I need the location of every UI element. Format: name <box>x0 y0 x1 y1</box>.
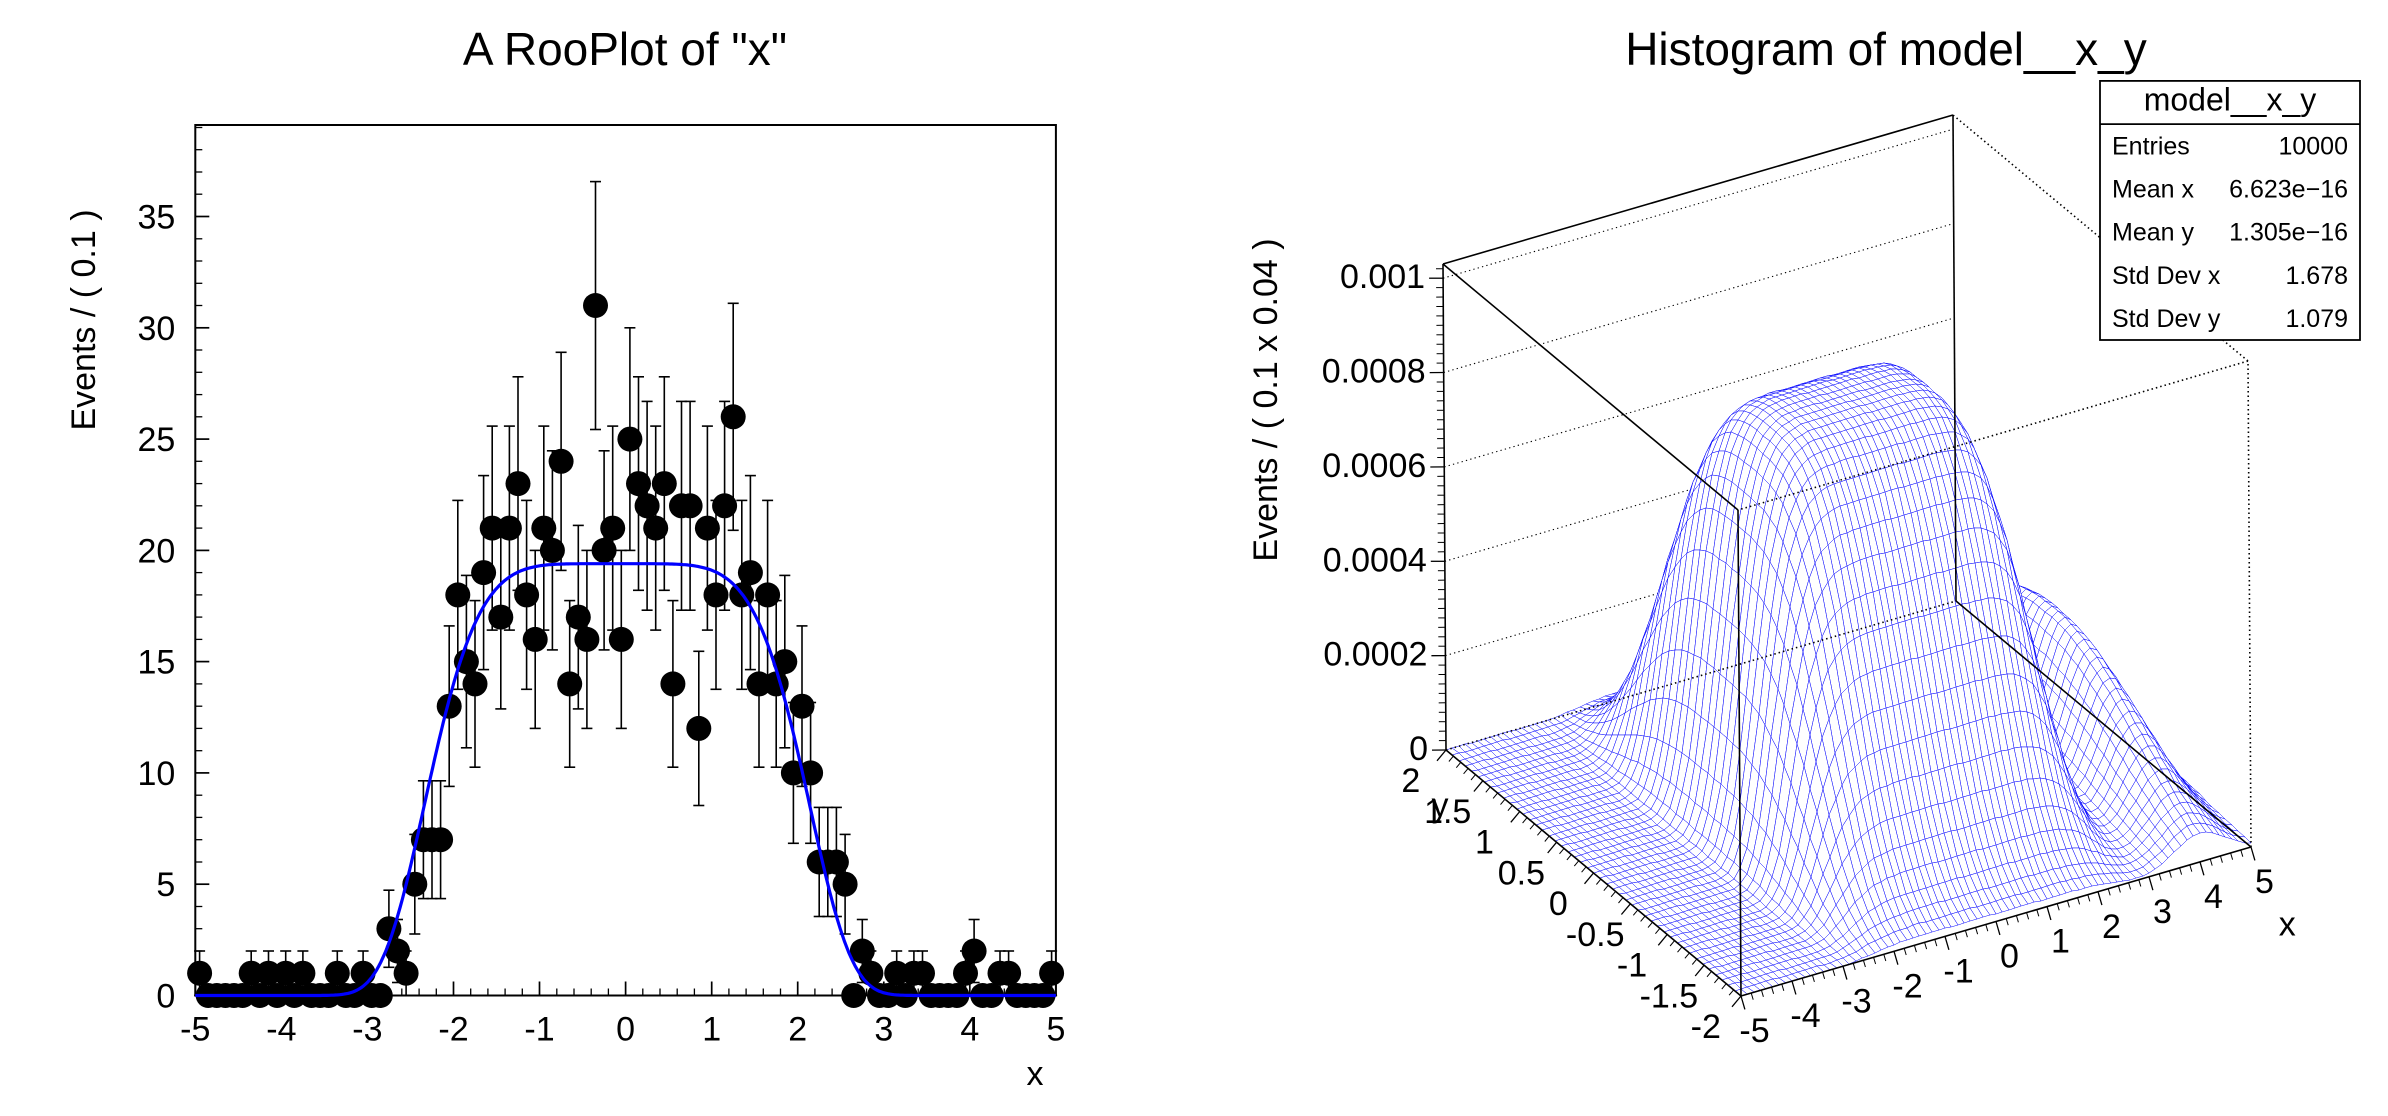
svg-text:6.623e−16: 6.623e−16 <box>2229 176 2348 204</box>
svg-text:35: 35 <box>137 199 175 237</box>
svg-text:-2: -2 <box>1691 1008 1721 1046</box>
svg-text:Events / ( 0.1 ): Events / ( 0.1 ) <box>65 209 103 430</box>
svg-text:-3: -3 <box>1841 982 1871 1020</box>
svg-text:0.0008: 0.0008 <box>1322 353 1426 391</box>
svg-text:0: 0 <box>1409 730 1428 768</box>
svg-text:-1: -1 <box>1943 953 1973 991</box>
svg-text:0: 0 <box>2000 938 2019 976</box>
svg-text:10: 10 <box>137 755 175 793</box>
svg-text:1.678: 1.678 <box>2285 262 2348 290</box>
svg-text:-5: -5 <box>180 1011 210 1049</box>
svg-text:5: 5 <box>1046 1011 1065 1049</box>
svg-text:Histogram of model__x_y: Histogram of model__x_y <box>1625 23 2147 75</box>
svg-text:x: x <box>2279 905 2296 943</box>
svg-text:0.0006: 0.0006 <box>1322 447 1426 485</box>
svg-text:0.0002: 0.0002 <box>1323 636 1427 674</box>
svg-text:-5: -5 <box>1739 1012 1769 1050</box>
svg-text:Std Dev x: Std Dev x <box>2112 262 2221 290</box>
svg-text:model__x_y: model__x_y <box>2144 81 2317 117</box>
svg-text:0.5: 0.5 <box>1498 855 1545 893</box>
svg-text:-3: -3 <box>352 1011 382 1049</box>
svg-text:4: 4 <box>2204 878 2223 916</box>
svg-text:y: y <box>1432 787 1449 825</box>
svg-text:-0.5: -0.5 <box>1566 916 1625 954</box>
svg-text:-1.5: -1.5 <box>1640 978 1699 1016</box>
svg-text:x: x <box>1027 1055 1044 1093</box>
svg-text:10000: 10000 <box>2278 132 2348 160</box>
svg-text:0.0004: 0.0004 <box>1323 541 1427 579</box>
svg-text:1.079: 1.079 <box>2285 305 2348 333</box>
svg-text:2: 2 <box>788 1011 807 1049</box>
svg-text:5: 5 <box>2255 863 2274 901</box>
svg-text:2: 2 <box>2102 908 2121 946</box>
svg-text:0.001: 0.001 <box>1340 258 1425 296</box>
svg-text:5: 5 <box>156 866 175 904</box>
svg-text:-2: -2 <box>438 1011 468 1049</box>
svg-text:-4: -4 <box>266 1011 296 1049</box>
svg-text:Mean y: Mean y <box>2112 219 2194 247</box>
svg-text:Entries: Entries <box>2112 132 2190 160</box>
svg-text:1: 1 <box>702 1011 721 1049</box>
svg-text:20: 20 <box>137 532 175 570</box>
svg-text:1: 1 <box>1475 824 1494 862</box>
svg-text:15: 15 <box>137 644 175 682</box>
svg-text:A RooPlot of "x": A RooPlot of "x" <box>463 23 787 75</box>
svg-text:0: 0 <box>156 978 175 1016</box>
svg-text:3: 3 <box>2153 893 2172 931</box>
svg-text:3: 3 <box>874 1011 893 1049</box>
svg-text:1.305e−16: 1.305e−16 <box>2229 219 2348 247</box>
svg-text:Std Dev y: Std Dev y <box>2112 305 2221 333</box>
svg-text:-2: -2 <box>1892 967 1922 1005</box>
svg-text:-4: -4 <box>1790 997 1820 1035</box>
svg-text:Events / ( 0.1 x 0.04 ): Events / ( 0.1 x 0.04 ) <box>1247 238 1285 561</box>
svg-text:0: 0 <box>616 1011 635 1049</box>
svg-text:-1: -1 <box>524 1011 554 1049</box>
svg-text:25: 25 <box>137 421 175 459</box>
svg-text:Mean x: Mean x <box>2112 176 2194 204</box>
svg-text:1: 1 <box>2051 923 2070 961</box>
svg-text:4: 4 <box>960 1011 979 1049</box>
svg-text:30: 30 <box>137 310 175 348</box>
